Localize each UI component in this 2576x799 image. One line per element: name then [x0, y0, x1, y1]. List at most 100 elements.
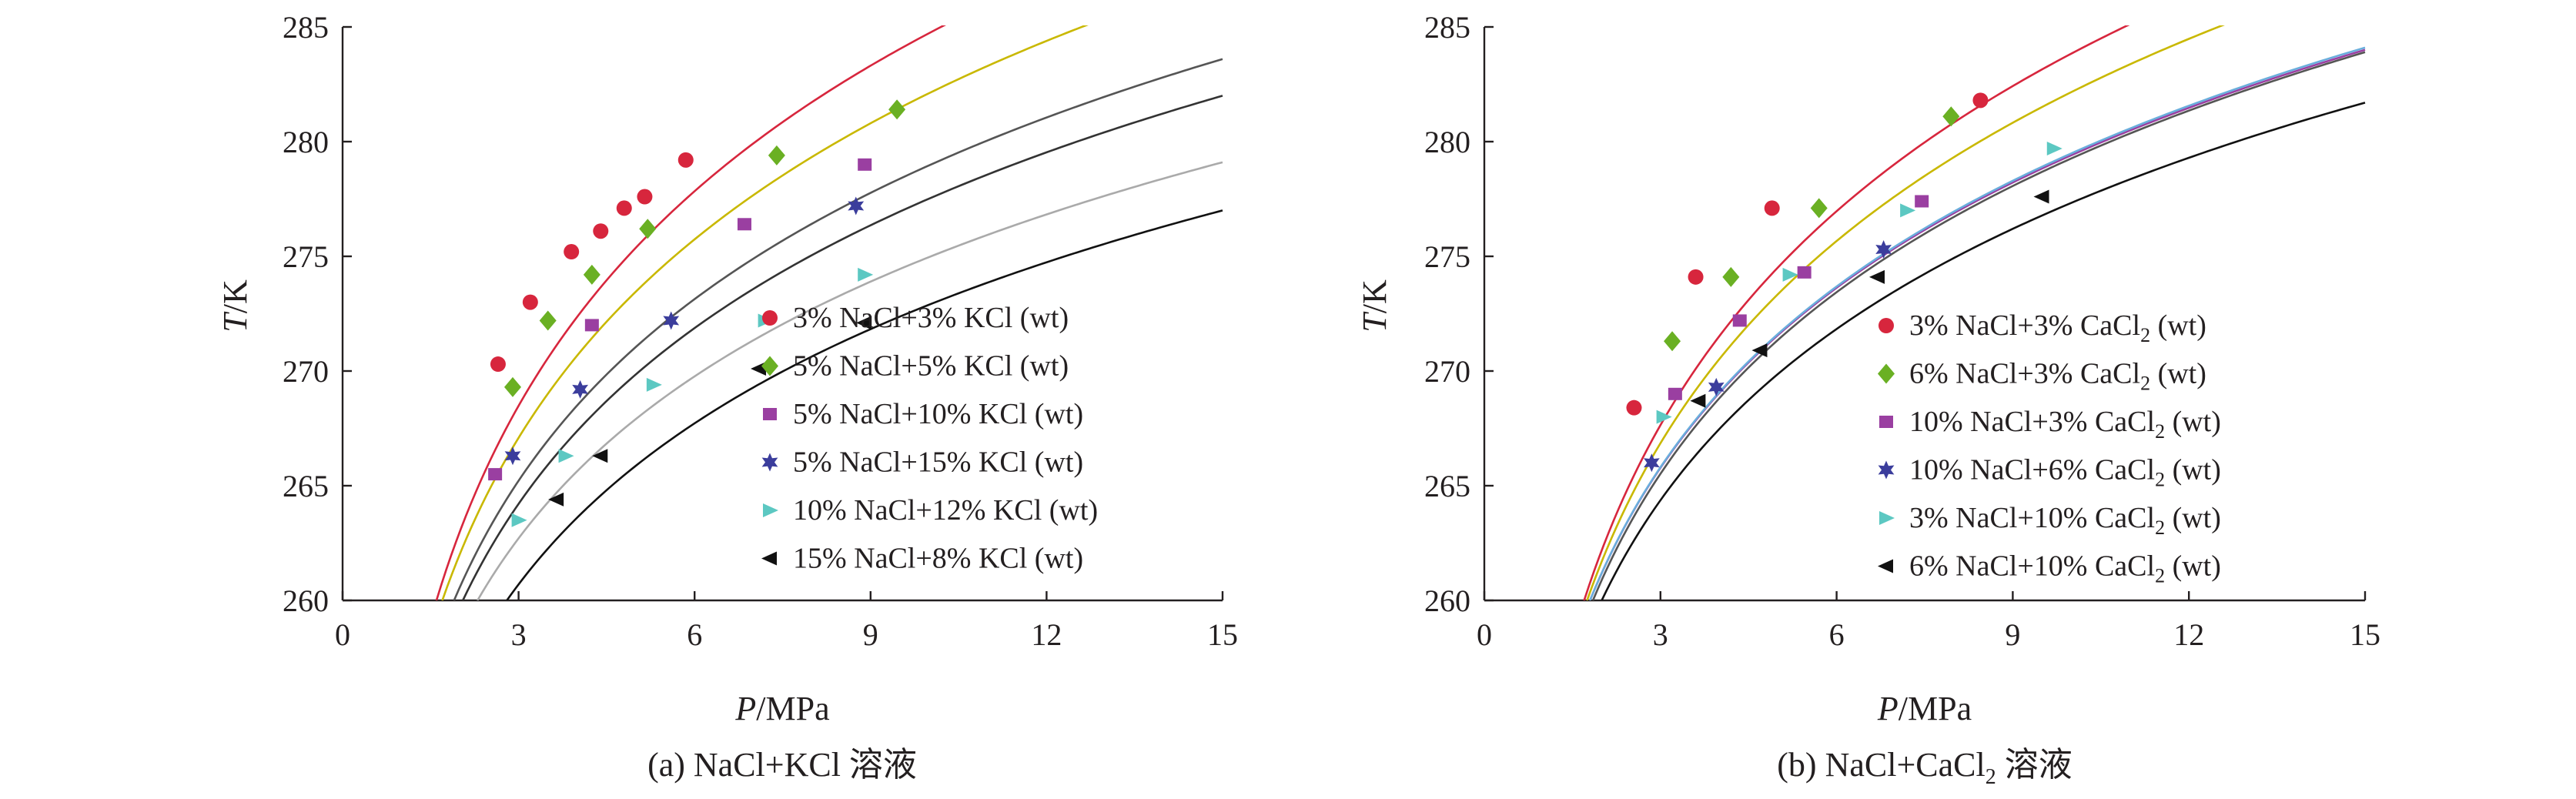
fit-curve-1	[1583, 25, 2130, 600]
panel-caption: (b) NaCl+CaCl2 溶液	[1777, 746, 2072, 789]
data-point	[2046, 141, 2062, 155]
fit-curve-1	[435, 25, 946, 600]
data-point	[637, 189, 653, 205]
y-tick-label: 280	[283, 125, 329, 159]
legend-entry-label: 5% NaCl+5% KCl (wt)	[793, 350, 1069, 383]
y-tick-label: 280	[1424, 125, 1470, 159]
data-point	[583, 264, 601, 285]
data-point	[522, 294, 538, 310]
data-point	[1751, 343, 1768, 358]
y-tick-label: 275	[1424, 239, 1470, 274]
data-point	[1875, 240, 1892, 259]
series-3-points	[1668, 195, 1929, 400]
fit-curve-2	[441, 25, 1089, 600]
data-point	[1732, 314, 1747, 327]
series-5-points	[1656, 141, 2062, 424]
legend-marker	[1878, 559, 1893, 573]
fit-curve-6	[1601, 102, 2366, 600]
x-tick-label: 6	[1829, 617, 1845, 652]
legend-marker	[1879, 416, 1893, 428]
y-axis-title: T/K	[216, 279, 254, 333]
chart-panel-b: 0 3 6 9 12 15 260 265 270 275 280 285 P/MPa T/K (b) Na…	[1356, 10, 2380, 789]
data-point	[1708, 377, 1725, 396]
series-4-points	[504, 196, 865, 466]
data-point	[1626, 400, 1642, 416]
legend-marker	[763, 408, 777, 420]
legend-entry-label: 10% NaCl+12% KCl (wt)	[793, 494, 1098, 527]
data-point	[1664, 331, 1681, 352]
fit-curves	[435, 25, 1223, 600]
y-axis-title-symbol: T	[216, 311, 254, 333]
data-point	[677, 152, 694, 168]
x-axis-title-unit: /MPa	[756, 690, 829, 727]
legend-entry-label: 15% NaCl+8% KCl (wt)	[793, 543, 1083, 575]
x-tick-label: 9	[863, 617, 878, 652]
legend: 3% NaCl+3% CaCl2 (wt) 6% NaCl+3% CaCl2 (w…	[1878, 309, 2221, 587]
series-5-points	[511, 267, 874, 527]
x-axis-title-symbol: P	[734, 690, 756, 727]
legend-entry-label: 3% NaCl+3% CaCl2 (wt)	[1909, 309, 2206, 346]
legend-marker	[1879, 511, 1895, 525]
y-tick-label: 260	[283, 583, 329, 618]
y-axis-title-unit: /K	[216, 279, 254, 313]
data-point	[490, 356, 506, 373]
y-axis-title-symbol: T	[1356, 311, 1393, 333]
x-axis-title-unit: /MPa	[1899, 690, 1972, 727]
x-tick-label: 0	[1477, 617, 1492, 652]
data-point	[1690, 393, 1706, 408]
legend-marker	[1878, 460, 1895, 480]
x-tick-label: 9	[2005, 617, 2020, 652]
legend-entry-label: 5% NaCl+10% KCl (wt)	[793, 398, 1083, 430]
data-point	[564, 244, 580, 260]
data-point	[616, 200, 632, 216]
x-tick-label: 15	[2350, 617, 2380, 652]
legend-entry-label: 10% NaCl+6% CaCl2 (wt)	[1909, 454, 2221, 491]
data-point	[1915, 195, 1929, 208]
y-tick-label: 270	[283, 354, 329, 389]
data-point	[856, 316, 872, 330]
legend-marker	[761, 551, 777, 566]
y-tick-label: 285	[283, 10, 329, 45]
data-point	[504, 446, 521, 466]
x-tick-label: 12	[2173, 617, 2204, 652]
series-2-points	[1664, 106, 1960, 352]
data-point	[1868, 269, 1885, 284]
panel-caption: (a) NaCl+KCl 溶液	[647, 746, 917, 784]
chart-panel-a: 0 3 6 9 12 15 260 265 270 275 280 285 P/MPa T/K (a) Na…	[216, 10, 1238, 784]
legend-marker	[761, 453, 778, 472]
data-point	[1797, 266, 1812, 279]
data-point	[488, 468, 503, 481]
x-tick-label: 6	[687, 617, 702, 652]
legend-marker	[761, 356, 778, 376]
legend-marker	[763, 503, 778, 517]
y-tick-label: 285	[1424, 10, 1470, 45]
data-point	[1782, 267, 1798, 282]
x-tick-label: 3	[1653, 617, 1668, 652]
data-point	[646, 377, 662, 392]
data-point	[539, 310, 557, 331]
x-axis-title: P/MPa	[1877, 690, 1972, 727]
data-point	[1656, 410, 1672, 424]
fit-curve-2	[1586, 25, 2225, 600]
legend-entry-label: 3% NaCl+10% CaCl2 (wt)	[1909, 502, 2221, 539]
legend-entry-label: 6% NaCl+10% CaCl2 (wt)	[1909, 550, 2221, 587]
x-tick-label: 15	[1207, 617, 1238, 652]
legend-entry-label: 3% NaCl+3% KCl (wt)	[793, 302, 1069, 334]
y-tick-label: 265	[283, 469, 329, 503]
data-point	[548, 492, 564, 506]
x-tick-label: 0	[335, 617, 350, 652]
series-3-points	[488, 158, 872, 481]
data-point	[1688, 269, 1704, 285]
series-2-points	[503, 99, 906, 397]
y-tick-label: 260	[1424, 583, 1470, 618]
data-point	[1722, 266, 1740, 287]
data-point	[848, 196, 865, 216]
series-1-points	[490, 152, 694, 373]
fit-curve-5	[477, 161, 1223, 600]
x-axis-title-symbol: P	[1877, 690, 1899, 727]
fit-curve-4	[462, 95, 1223, 600]
y-tick-label: 265	[1424, 469, 1470, 503]
data-point	[1668, 387, 1682, 400]
series-1-points	[1626, 92, 1989, 416]
